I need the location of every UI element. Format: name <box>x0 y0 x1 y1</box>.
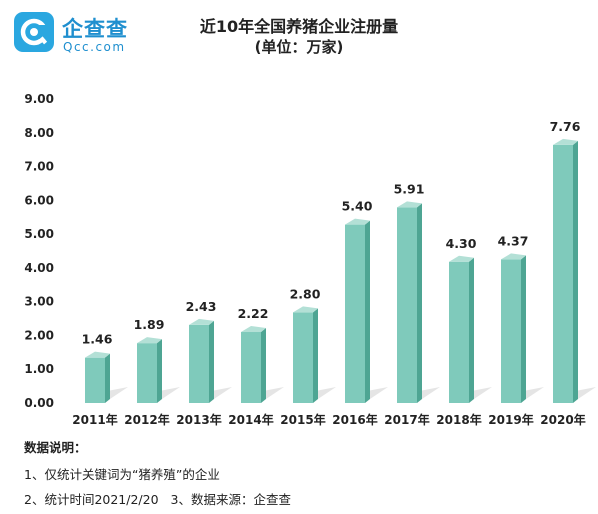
bar-side <box>209 320 214 403</box>
y-tick-label: 6.00 <box>24 193 54 207</box>
bar-top <box>85 351 110 358</box>
y-tick-label: 5.00 <box>24 227 54 241</box>
bar-side <box>365 220 370 403</box>
bar <box>449 261 469 403</box>
logo: 企查查 Qcc.com <box>10 10 160 60</box>
notes-line-2: 2、统计时间2021/2/20 3、数据来源：企查查 <box>24 489 291 508</box>
logo-domain: Qcc.com <box>63 40 126 54</box>
x-tick-label: 2017年 <box>384 412 429 427</box>
bar-top <box>553 138 578 145</box>
x-tick-label: 2012年 <box>124 412 169 427</box>
bar-top <box>449 255 474 262</box>
y-tick-label: 9.00 <box>24 92 54 106</box>
bar <box>397 207 417 403</box>
bar <box>553 144 573 403</box>
y-tick-label: 8.00 <box>24 126 54 140</box>
data-label: 4.37 <box>498 233 529 248</box>
bar-top <box>345 218 370 225</box>
bar <box>241 332 261 403</box>
logo-name: 企查查 <box>62 17 128 41</box>
data-notes: 数据说明： 1、仅统计关键词为“猪养殖”的企业 2、统计时间2021/2/20 3… <box>24 437 291 514</box>
bar <box>137 343 157 403</box>
x-tick-label: 2015年 <box>280 412 325 427</box>
y-tick-label: 1.00 <box>24 362 54 376</box>
bar-top <box>137 337 162 344</box>
y-tick-label: 2.00 <box>24 328 54 342</box>
bar-side <box>105 353 110 403</box>
data-label: 5.40 <box>342 199 373 214</box>
chart-title: 近10年全国养猪企业注册量 <box>199 17 399 36</box>
data-label: 5.91 <box>394 181 425 196</box>
notes-heading: 数据说明： <box>24 440 87 455</box>
bar-side <box>157 339 162 403</box>
data-label: 2.43 <box>186 299 217 314</box>
notes-line-2-source: 3、数据来源：企查查 <box>170 492 292 507</box>
notes-line-2-time: 2、统计时间2021/2/20 <box>24 492 159 507</box>
bar-side <box>417 203 422 403</box>
bar <box>293 312 313 403</box>
notes-line-1: 1、仅统计关键词为“猪养殖”的企业 <box>24 467 220 482</box>
data-label: 4.30 <box>446 236 477 251</box>
x-tick-label: 2019年 <box>488 412 533 427</box>
bar <box>85 357 105 403</box>
bar-side <box>313 308 318 403</box>
data-label: 1.46 <box>82 332 113 347</box>
data-label: 2.80 <box>290 286 321 301</box>
bar-top <box>241 326 266 333</box>
bar <box>345 224 365 403</box>
x-tick-label: 2020年 <box>540 412 585 427</box>
qcc-logo-icon <box>14 12 54 52</box>
x-tick-label: 2011年 <box>72 412 117 427</box>
bar-side <box>469 257 474 403</box>
y-tick-label: 4.00 <box>24 261 54 275</box>
bar <box>189 324 209 403</box>
chart-subtitle: (单位：万家) <box>254 38 344 56</box>
bar-side <box>573 140 578 403</box>
x-tick-label: 2014年 <box>228 412 273 427</box>
y-tick-label: 0.00 <box>24 396 54 410</box>
bar-top <box>189 318 214 325</box>
x-tick-label: 2016年 <box>332 412 377 427</box>
bar <box>501 259 521 403</box>
data-label: 2.22 <box>238 306 269 321</box>
bar-top <box>293 306 318 313</box>
bar-top <box>501 253 526 260</box>
data-label: 7.76 <box>550 119 581 134</box>
bar-top <box>397 201 422 208</box>
bar-side <box>521 255 526 403</box>
bar-side <box>261 328 266 403</box>
x-tick-label: 2013年 <box>176 412 221 427</box>
y-tick-label: 3.00 <box>24 295 54 309</box>
x-tick-label: 2018年 <box>436 412 481 427</box>
data-label: 1.89 <box>134 317 165 332</box>
y-tick-label: 7.00 <box>24 160 54 174</box>
